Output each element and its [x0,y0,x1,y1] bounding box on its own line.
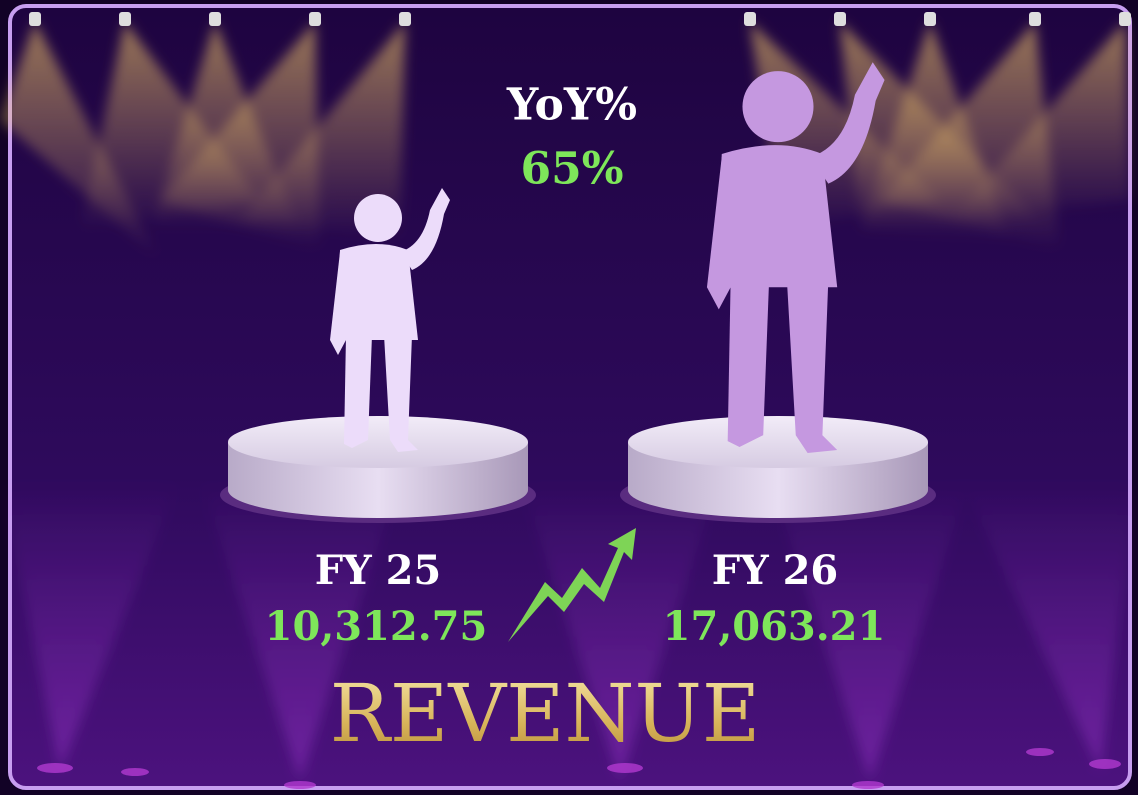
yoy-value: 65% [520,144,623,195]
period-label: FY 26 [712,547,839,594]
floor-lights [37,748,1121,789]
podium [220,416,536,523]
lamps [29,12,1131,26]
title: REVENUE [330,667,761,760]
period-label: FY 25 [315,547,442,594]
spotlights [0,22,1138,780]
growth-arrow [508,528,636,642]
yoy-label: YoY% [506,80,637,131]
period-value: 10,312.75 [265,603,488,650]
period-value: 17,063.21 [663,603,886,650]
podium [620,416,936,523]
